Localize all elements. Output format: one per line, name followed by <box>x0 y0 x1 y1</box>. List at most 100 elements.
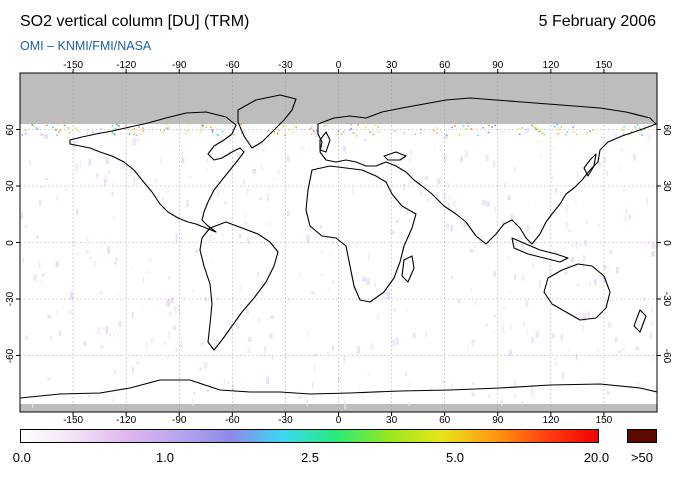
so2-speckle <box>525 128 529 133</box>
so2-edge-speckle <box>462 125 465 128</box>
so2-edge-speckle <box>419 132 422 134</box>
so2-speckle <box>579 244 581 247</box>
so2-speckle <box>364 138 367 142</box>
so2-speckle <box>246 188 249 195</box>
so2-speckle <box>116 292 120 295</box>
so2-speckle <box>347 133 350 137</box>
so2-speckle <box>142 277 145 283</box>
so2-speckle <box>105 326 109 334</box>
so2-speckle <box>149 297 152 301</box>
so2-speckle <box>554 249 557 254</box>
so2-speckle <box>443 154 448 162</box>
so2-edge-speckle <box>59 129 61 131</box>
so2-speckle <box>337 376 341 382</box>
so2-speckle <box>95 172 100 178</box>
so2-edge-speckle <box>349 129 351 131</box>
so2-speckle <box>635 346 640 351</box>
so2-speckle <box>312 382 314 389</box>
so2-speckle <box>303 390 305 396</box>
so2-speckle <box>598 162 602 167</box>
so2-speckle <box>146 342 148 350</box>
so2-edge-speckle <box>283 125 285 128</box>
so2-speckle <box>622 299 624 302</box>
so2-speckle <box>33 273 37 281</box>
so2-speckle <box>209 234 212 242</box>
so2-speckle <box>386 292 390 300</box>
so2-speckle <box>597 347 599 353</box>
lat-tick-label-left: 30 <box>5 180 16 192</box>
so2-edge-speckle <box>315 130 318 132</box>
so2-speckle <box>197 220 200 227</box>
so2-speckle <box>481 200 486 206</box>
so2-speckle <box>493 160 496 168</box>
so2-speckle <box>44 177 49 181</box>
so2-edge-speckle <box>530 124 533 126</box>
colorbar-label: 0.0 <box>12 450 31 465</box>
so2-edge-speckle <box>445 134 448 136</box>
so2-edge-speckle <box>634 126 636 128</box>
so2-speckle <box>104 174 108 183</box>
so2-edge-speckle <box>46 124 48 126</box>
so2-edge-speckle <box>378 131 380 133</box>
so2-speckle <box>217 295 219 302</box>
lat-tick-label-right: -60 <box>661 348 672 363</box>
so2-edge-speckle <box>470 128 472 130</box>
so2-speckle <box>86 237 89 242</box>
so2-speckle <box>247 236 251 244</box>
so2-speckle <box>118 321 122 328</box>
so2-speckle <box>121 165 124 170</box>
so2-speckle <box>21 212 24 220</box>
so2-edge-speckle <box>165 123 168 125</box>
so2-speckle <box>204 296 208 302</box>
so2-edge-speckle <box>589 130 591 132</box>
so2-speckle <box>203 362 208 369</box>
so2-speckle <box>247 347 251 354</box>
so2-speckle <box>252 168 257 174</box>
so2-edge-speckle <box>576 133 578 136</box>
so2-edge-speckle <box>58 131 60 133</box>
so2-speckle <box>55 261 59 268</box>
so2-speckle <box>166 299 171 307</box>
so2-speckle <box>565 264 569 270</box>
so2-speckle <box>439 144 441 151</box>
so2-edge-speckle <box>77 130 80 132</box>
so2-edge-speckle <box>533 126 536 129</box>
so2-speckle <box>332 280 334 284</box>
so2-speckle <box>376 314 380 320</box>
so2-speckle <box>41 274 45 277</box>
so2-speckle <box>425 331 427 338</box>
so2-speckle <box>501 326 505 333</box>
so2-speckle <box>471 392 475 397</box>
so2-speckle <box>269 333 273 339</box>
so2-speckle <box>382 175 384 179</box>
so2-speckle <box>199 367 202 371</box>
map-content <box>20 73 657 412</box>
so2-speckle <box>93 260 97 266</box>
so2-speckle <box>514 165 516 172</box>
so2-edge-speckle <box>211 129 213 131</box>
so2-speckle <box>358 385 360 393</box>
so2-speckle <box>88 158 91 165</box>
so2-speckle <box>248 337 252 342</box>
coast-japan <box>583 153 597 177</box>
so2-speckle <box>391 230 395 235</box>
so2-edge-speckle <box>36 128 39 130</box>
graticule <box>20 73 657 412</box>
coast-greenland <box>237 94 297 149</box>
so2-edge-speckle <box>622 129 624 131</box>
so2-speckle <box>220 140 224 144</box>
lon-tick-label-top: 150 <box>595 60 613 71</box>
so2-speckle <box>58 330 61 337</box>
so2-speckle <box>628 214 631 220</box>
so2-speckle <box>395 337 399 345</box>
coastlines <box>20 94 657 399</box>
so2-speckle <box>334 138 337 144</box>
so2-speckle <box>170 297 174 304</box>
so2-edge-speckle <box>201 124 204 126</box>
lat-tick-label-right: 60 <box>661 123 672 136</box>
so2-speckle <box>606 170 609 176</box>
so2-edge-speckle <box>638 127 640 129</box>
so2-speckle <box>169 311 172 317</box>
so2-edge-speckle <box>356 135 358 137</box>
so2-edge-speckle <box>165 127 167 129</box>
